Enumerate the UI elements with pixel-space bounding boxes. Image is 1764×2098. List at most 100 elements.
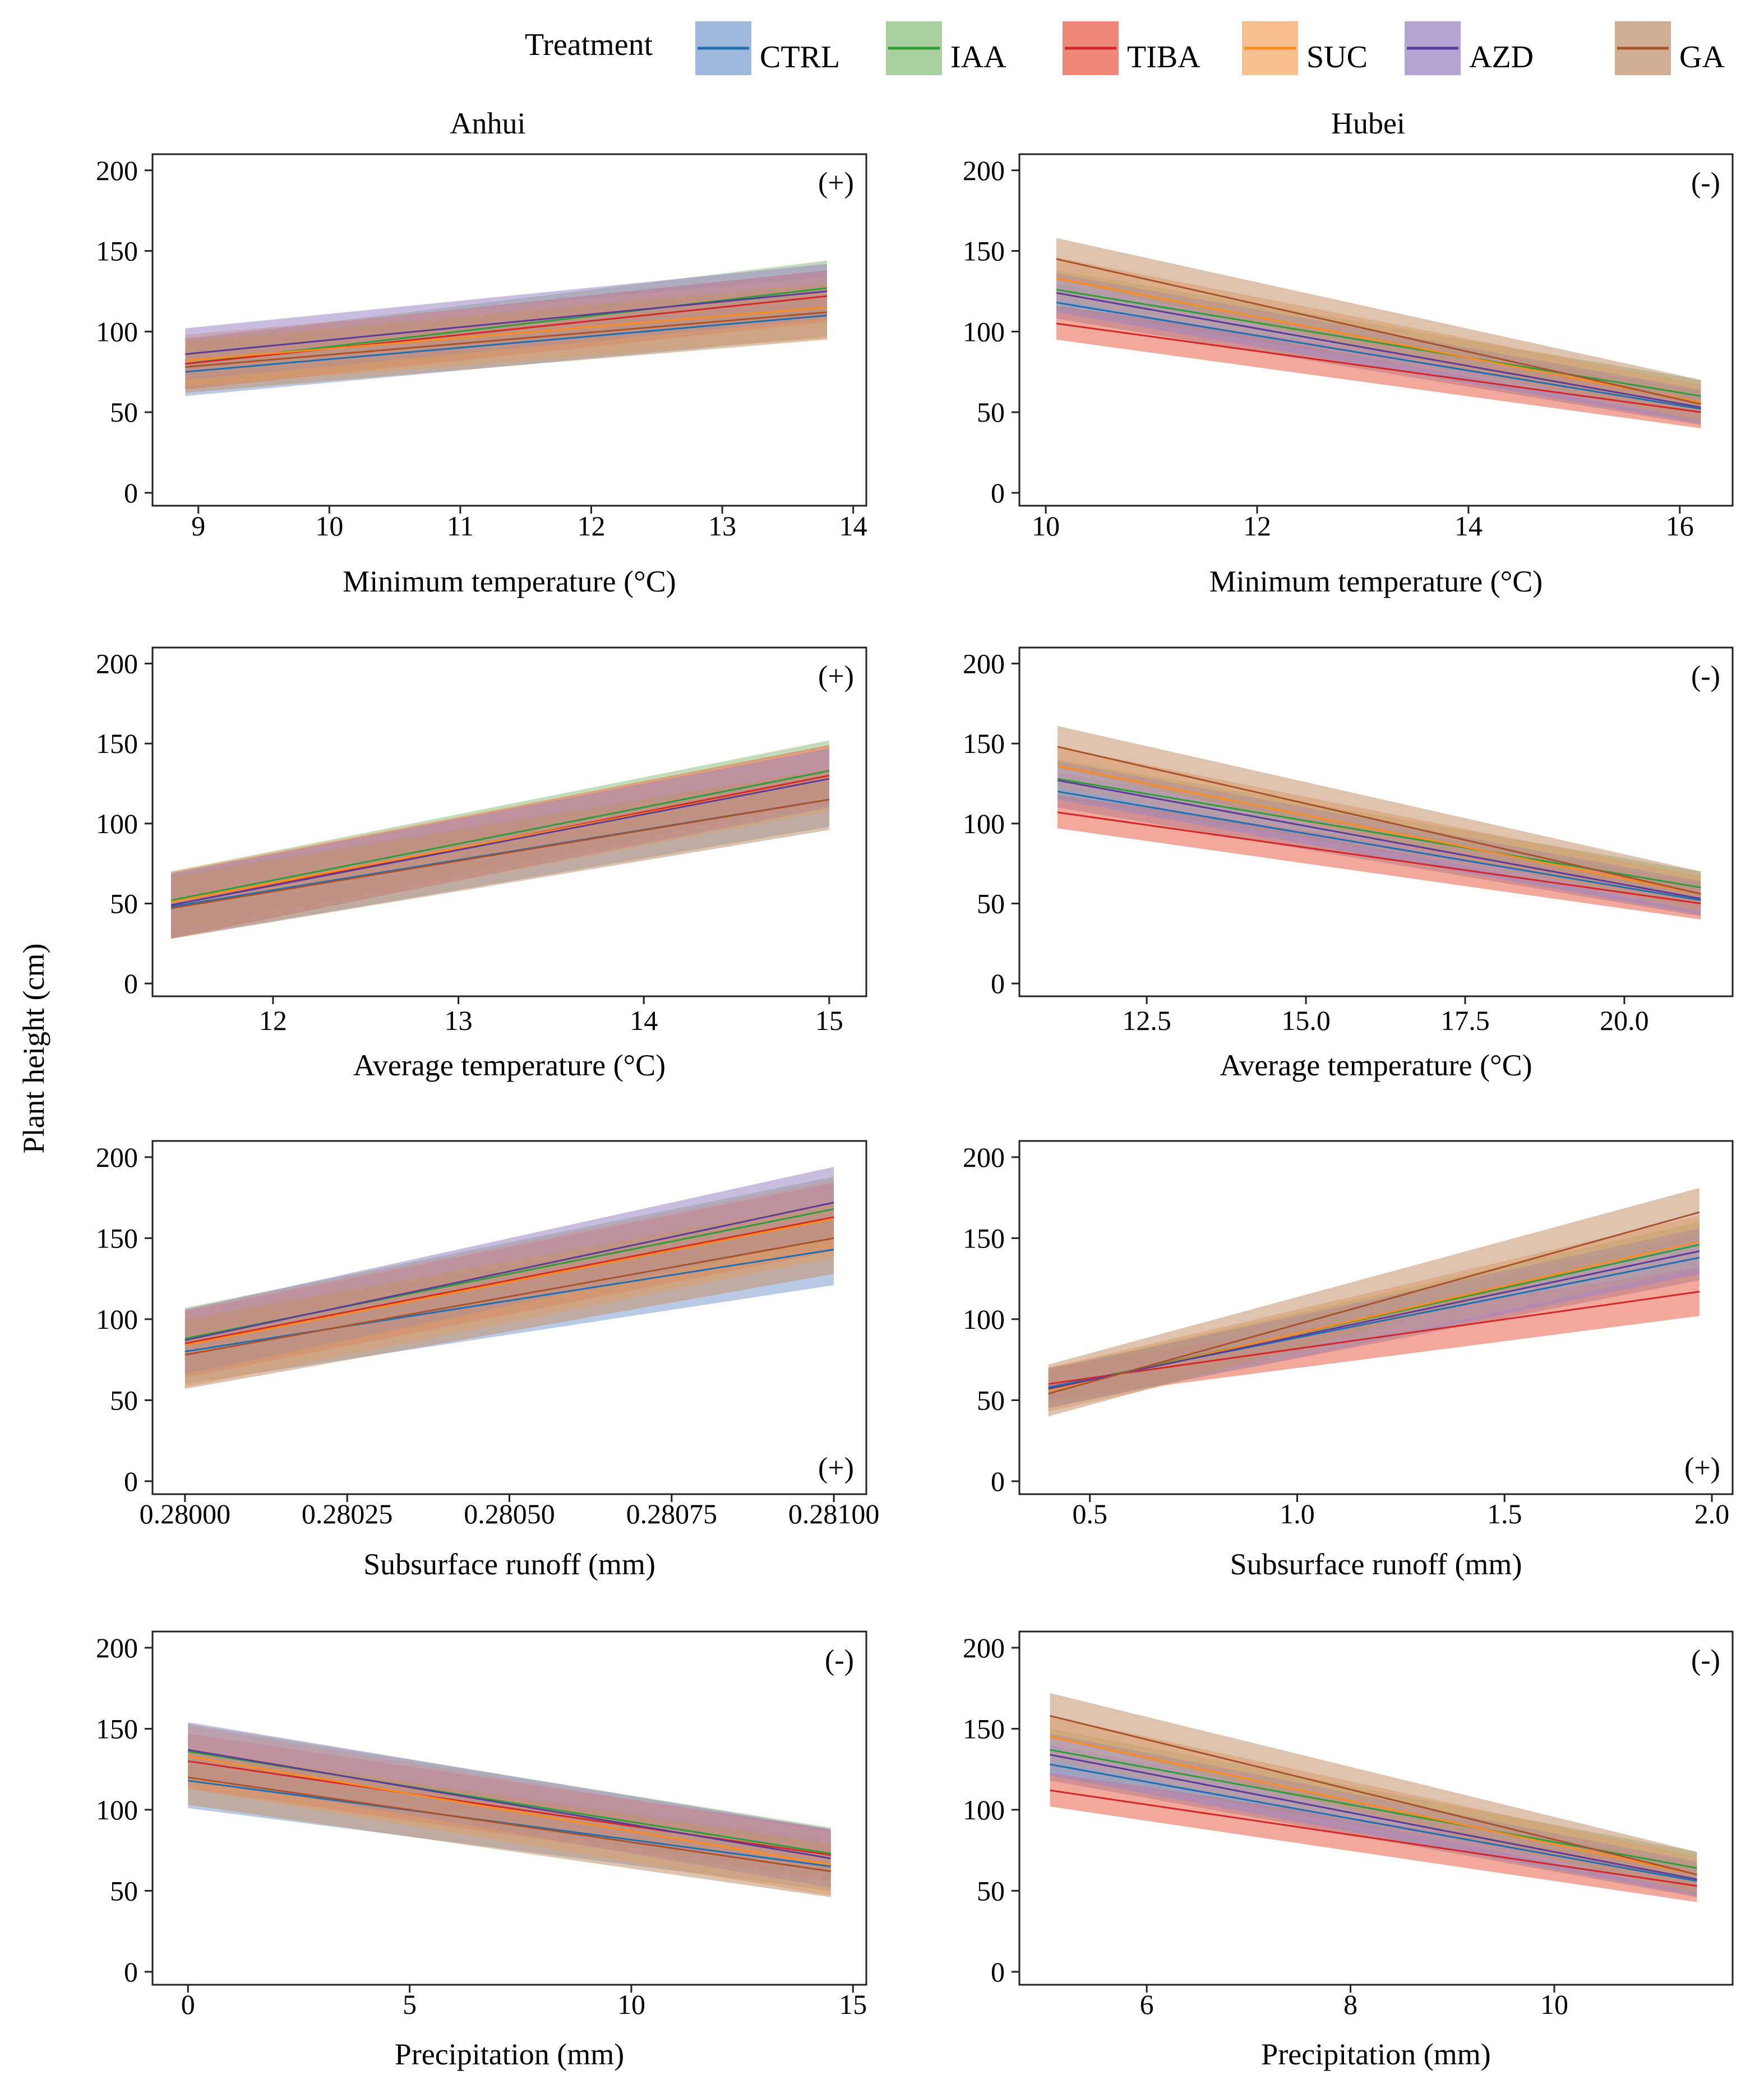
x-tick-label: 0.28025 [302,1498,393,1529]
panel-hubei-3: 0 50 100 150 200 0.5 1.0 1.5 2.0 Subsurface runof… [963,1140,1734,1581]
fit-line-ga [170,798,830,909]
panel-frame [151,153,867,507]
x-tick-label: 0.28100 [788,1498,880,1529]
panel-anhui-1: 0 50 100 150 200 9 10 11 12 13 14 Minimum temperatu… [96,153,867,598]
x-tick-label: 5 [403,1989,417,2020]
y-tick-label: 200 [96,648,138,680]
legend-item-ga: GA [1615,21,1725,75]
panel-data [1048,1187,1700,1417]
legend-label-ctrl: CTRL [760,40,840,75]
y-tick-label: 50 [110,888,138,919]
y-tick-label: 100 [96,1794,138,1826]
panel-data [1057,725,1701,919]
y-tick-label: 150 [96,1713,138,1744]
x-tick-label: 0 [181,1989,195,2020]
x-tick-label: 10 [1032,510,1060,542]
effect-sign-label: (+) [1684,1452,1720,1484]
y-tick-label: 0 [124,477,138,509]
x-tick-label: 9 [191,510,205,542]
legend-label-iaa: IAA [950,40,1006,75]
panel-anhui-3: 0 50 100 150 200 0.28000 0.28025 0.28050 0.28075… [96,1140,880,1581]
panel-data [185,260,828,396]
panel-frame [1018,646,1734,997]
fit-line-ctrl [185,315,828,373]
fit-line-ctrl [1050,1763,1697,1882]
x-tick-label: 12.5 [1122,1005,1171,1036]
fit-line-ga [1050,1715,1697,1875]
x-axis-title: Precipitation (mm) [1261,2037,1490,2071]
fit-line-ga [188,1776,831,1873]
x-tick-label: 10 [617,1989,645,2020]
fit-line-suc [1057,765,1701,895]
fit-line-tiba [184,1216,834,1344]
panel-frame [1018,1630,1734,1986]
panel-data [170,740,830,939]
y-tick-label: 100 [963,1794,1005,1826]
y-tick-label: 100 [963,808,1005,839]
y-tick-label: 200 [963,1142,1005,1173]
y-tick-label: 150 [96,728,138,759]
panel-data [188,1722,831,1897]
fit-line-ctrl [1057,791,1701,902]
fit-line-azd [170,778,830,906]
fit-line-azd [1057,779,1701,900]
fit-line-azd [188,1749,831,1860]
panel-hubei-1: 0 50 100 150 200 10 12 14 16 Minimum temperature … [963,153,1734,598]
x-tick-label: 0.28050 [464,1498,555,1529]
effect-sign-label: (+) [818,660,854,692]
y-tick-label: 150 [96,1222,138,1254]
x-tick-label: 12 [259,1005,287,1036]
x-axis-title: Subsurface runoff (mm) [363,1547,655,1581]
y-tick-label: 50 [110,1875,138,1906]
x-tick-label: 13 [445,1005,473,1036]
fit-line-azd [1050,1754,1697,1880]
y-tick-label: 150 [963,728,1005,759]
panel-data [1056,238,1701,428]
x-axis-title: Average temperature (°C) [353,1048,666,1082]
effect-sign-label: (+) [818,1452,854,1484]
x-tick-label: 12 [1243,510,1271,542]
fit-line-tiba [1048,1291,1700,1385]
x-axis-title: Subsurface runoff (mm) [1230,1547,1522,1581]
y-tick-label: 200 [96,1632,138,1663]
x-tick-label: 10 [315,510,343,542]
x-tick-label: 10 [1540,1989,1568,2020]
panel-hubei-4: 0 50 100 150 200 6 8 10 Precipitation (mm) (-) [963,1630,1734,2071]
x-axis-title: Minimum temperature (°C) [1209,565,1543,598]
panel-frame [151,1630,867,1986]
x-tick-label: 15 [815,1005,843,1036]
y-tick-label: 200 [96,155,138,186]
effect-sign-label: (-) [1691,167,1720,199]
y-tick-label: 0 [124,1466,138,1497]
y-tick-label: 50 [977,1875,1005,1906]
y-tick-label: 200 [96,1142,138,1173]
x-tick-label: 6 [1140,1989,1154,2020]
y-tick-label: 0 [991,968,1005,999]
x-tick-label: 14 [839,510,867,542]
panel-frame [1018,153,1734,507]
fit-line-ctrl [1056,302,1701,410]
fit-line-azd [184,1202,834,1341]
y-tick-label: 0 [991,1956,1005,1988]
y-tick-label: 50 [977,888,1005,919]
legend: Treatment CTRL IAA TIBA SUC AZD GA [525,21,1725,75]
ribbon-ga [185,283,827,393]
legend-item-tiba: TIBA [1063,21,1200,75]
y-tick-label: 100 [96,808,138,839]
y-tick-label: 50 [110,1384,138,1416]
effect-sign-label: (-) [1691,660,1720,692]
fit-line-azd [185,290,828,355]
fit-line-azd [1048,1250,1700,1390]
legend-title: Treatment [525,27,653,62]
legend-item-iaa: IAA [886,21,1006,75]
y-axis-title: Plant height (cm) [17,944,50,1154]
panel-anhui-4: 0 50 100 150 200 0 5 10 15 Precipitation (mm) (-) [96,1630,867,2071]
y-tick-label: 150 [963,235,1005,267]
ribbon-ga [1050,1693,1697,1894]
fit-line-suc [1050,1736,1697,1875]
fit-line-ga [1057,746,1701,895]
x-tick-label: 1.5 [1487,1498,1522,1529]
column-title-anhui: Anhui [450,107,526,140]
effect-sign-label: (-) [1691,1644,1720,1676]
y-tick-label: 0 [991,1466,1005,1497]
